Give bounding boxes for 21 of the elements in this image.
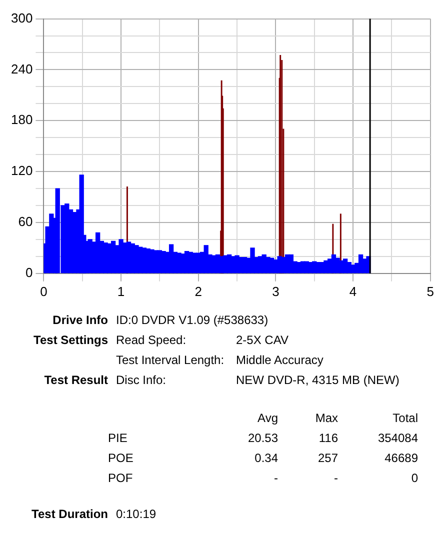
x-tick-label: 5 (426, 284, 434, 299)
x-tick-label: 0 (40, 284, 48, 299)
y-tick-label: 0 (25, 264, 33, 280)
text: Test Settings Read Speed: 2-5X CAV (34, 333, 288, 347)
x-tick-label: 3 (272, 284, 280, 299)
y-tick-label: 300 (10, 10, 33, 26)
y-tick-label: 120 (10, 163, 33, 178)
text: POF - - 0 (108, 471, 418, 485)
text: Drive Info ID:0 DVDR V1.09 (#538633) (52, 313, 270, 327)
y-tick-label: 60 (18, 214, 33, 230)
text: Test Duration 0:10:19 (30, 507, 158, 521)
x-tick-label: 2 (194, 284, 202, 299)
x-tick-label: 4 (349, 284, 357, 299)
x-tick-label: 1 (117, 284, 125, 299)
y-tick-label: 240 (10, 61, 33, 76)
text: Test Result Disc Info: NEW DVD-R, 4315 MB (NEW) (44, 373, 400, 387)
text: POE 0.34 257 46689 (108, 451, 418, 465)
text: Test Interval Length: Middle Accuracy (115, 353, 324, 367)
text: PIE 20.53 116 354084 (108, 431, 418, 445)
y-tick-label: 180 (10, 112, 33, 128)
text: Avg Max Total (258, 411, 418, 425)
